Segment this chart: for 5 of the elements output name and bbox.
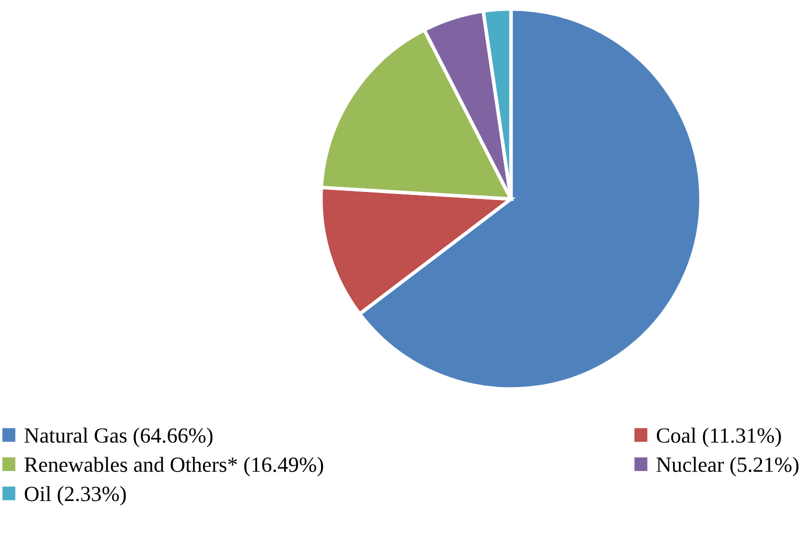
legend-label: Coal (11.31%) — [656, 428, 781, 448]
legend-label: Natural Gas (64.66%) — [24, 428, 212, 448]
legend-label: Oil (2.33%) — [24, 486, 126, 506]
legend-label: Renewables and Others* (16.49%) — [24, 456, 324, 476]
legend-label: Nuclear (5.21%) — [656, 456, 798, 476]
